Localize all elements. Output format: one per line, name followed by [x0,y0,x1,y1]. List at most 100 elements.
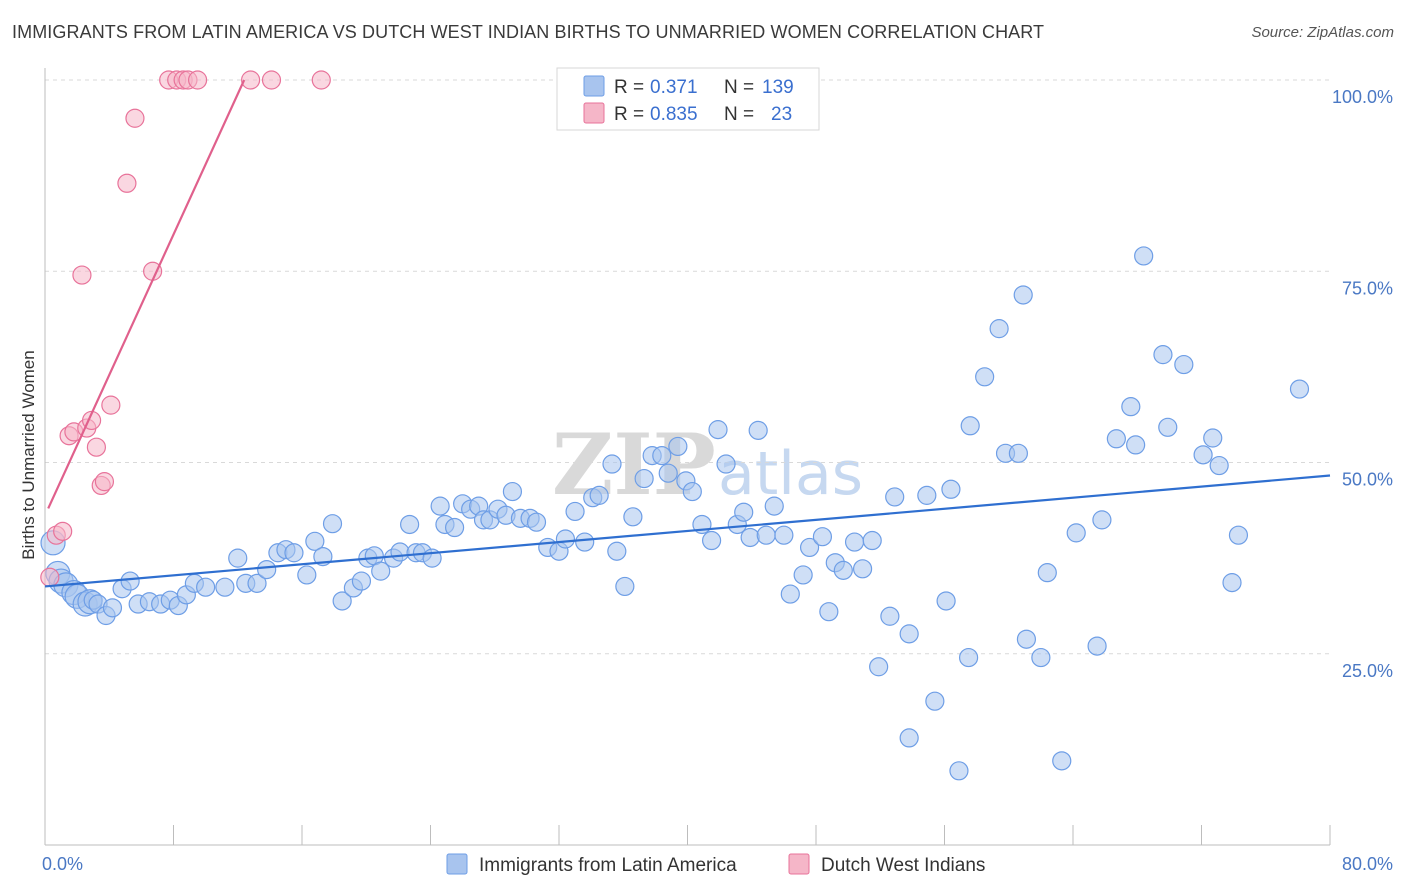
data-points [40,70,1310,781]
point-latin-america [1008,443,1028,463]
point-latin-america [925,691,945,711]
point-latin-america [975,367,995,387]
point-latin-america [899,728,919,748]
legend-bottom-label-latin-america: Immigrants from Latin America [479,855,737,876]
chart-title: IMMIGRANTS FROM LATIN AMERICA VS DUTCH W… [12,22,1045,42]
legend-bottom-swatch-blue [446,853,468,875]
y-axis-label: Births to Unmarried Women [19,350,38,559]
point-latin-america [284,543,304,563]
y-tick-label: 100.0% [1332,87,1393,107]
point-latin-america [658,463,678,483]
point-latin-america [885,487,905,507]
point-dutch-west-indians [53,521,73,541]
x-tick-label: 80.0% [1342,854,1393,874]
point-latin-america [682,481,702,502]
point-latin-america [880,606,900,626]
point-latin-america [989,319,1009,339]
point-latin-america [565,501,585,522]
point-dutch-west-indians [125,108,145,128]
point-dutch-west-indians [86,437,107,457]
point-latin-america [247,573,267,593]
legend-bottom-swatch-pink [788,853,810,875]
point-latin-america [602,454,622,474]
point-latin-america [1203,428,1223,448]
point-dutch-west-indians [187,70,208,90]
point-latin-america [869,657,889,677]
point-latin-america [1153,345,1173,365]
legend-n-label-1: N = [724,77,754,98]
point-latin-america [1289,379,1310,399]
point-latin-america [740,527,760,548]
point-latin-america [701,530,722,551]
point-latin-america [371,561,391,581]
watermark-atlas: atlas [718,439,863,509]
point-latin-america [1126,435,1146,455]
point-latin-america [852,559,873,579]
point-latin-america [257,559,277,580]
point-latin-america [917,485,937,505]
point-latin-america [958,647,979,668]
legend-top: R = 0.371 N = 139 R = 0.835 N = 23 [556,67,820,131]
point-latin-america [1066,523,1086,543]
point-latin-america [1121,397,1141,417]
point-latin-america [351,571,372,591]
point-latin-america [1209,455,1229,476]
point-latin-america [1016,629,1037,649]
point-latin-america [634,468,654,489]
point-latin-america [1087,636,1107,656]
point-latin-america [502,481,523,502]
point-latin-america [1106,429,1126,449]
legend-swatch-blue [583,75,605,97]
point-dutch-west-indians [117,173,137,193]
point-latin-america [215,577,235,597]
point-latin-america [716,454,736,474]
legend-n-value-2: 23 [771,104,792,125]
point-dutch-west-indians [72,265,92,285]
point-latin-america [615,576,635,597]
point-latin-america [1037,563,1057,583]
trend-line-latin-america [44,474,1331,588]
point-dutch-west-indians [261,70,282,90]
legend-bottom: Immigrants from Latin America Dutch West… [446,853,985,876]
point-latin-america [799,537,820,558]
point-latin-america [936,591,956,611]
point-latin-america [668,436,688,457]
point-latin-america [322,514,343,534]
point-dutch-west-indians [311,70,331,90]
point-latin-america [1092,510,1112,530]
point-latin-america [1174,354,1194,375]
point-dutch-west-indians [101,395,121,415]
point-latin-america [844,532,865,552]
chart-source: Source: ZipAtlas.com [1251,24,1394,41]
point-latin-america [526,512,547,532]
y-tick-label: 50.0% [1342,470,1393,490]
point-latin-america [589,485,609,505]
point-latin-america [305,531,325,551]
point-latin-america [833,560,853,580]
point-latin-america [949,761,969,781]
point-latin-america [862,530,882,551]
point-latin-america [774,525,794,545]
point-dutch-west-indians [241,70,261,90]
point-latin-america [102,598,123,618]
point-latin-america [228,548,248,568]
point-latin-america [575,532,595,552]
point-latin-america [196,577,216,597]
point-latin-america [1052,751,1072,771]
legend-n-value-1: 139 [762,77,794,98]
point-latin-america [793,565,813,585]
legend-r-value-1: 0.371 [650,77,698,98]
point-latin-america [1228,525,1249,545]
point-dutch-west-indians [94,472,115,492]
axes [44,68,1331,846]
point-latin-america [390,542,410,562]
point-latin-america [780,584,800,604]
trend-line-dutch-west-indians [47,79,246,509]
point-latin-america [623,507,643,527]
point-latin-america [1158,417,1178,437]
point-latin-america [1013,285,1033,305]
point-latin-america [812,527,833,547]
legend-swatch-pink [583,102,605,124]
legend-bottom-label-dutch-west-indians: Dutch West Indians [821,855,985,876]
